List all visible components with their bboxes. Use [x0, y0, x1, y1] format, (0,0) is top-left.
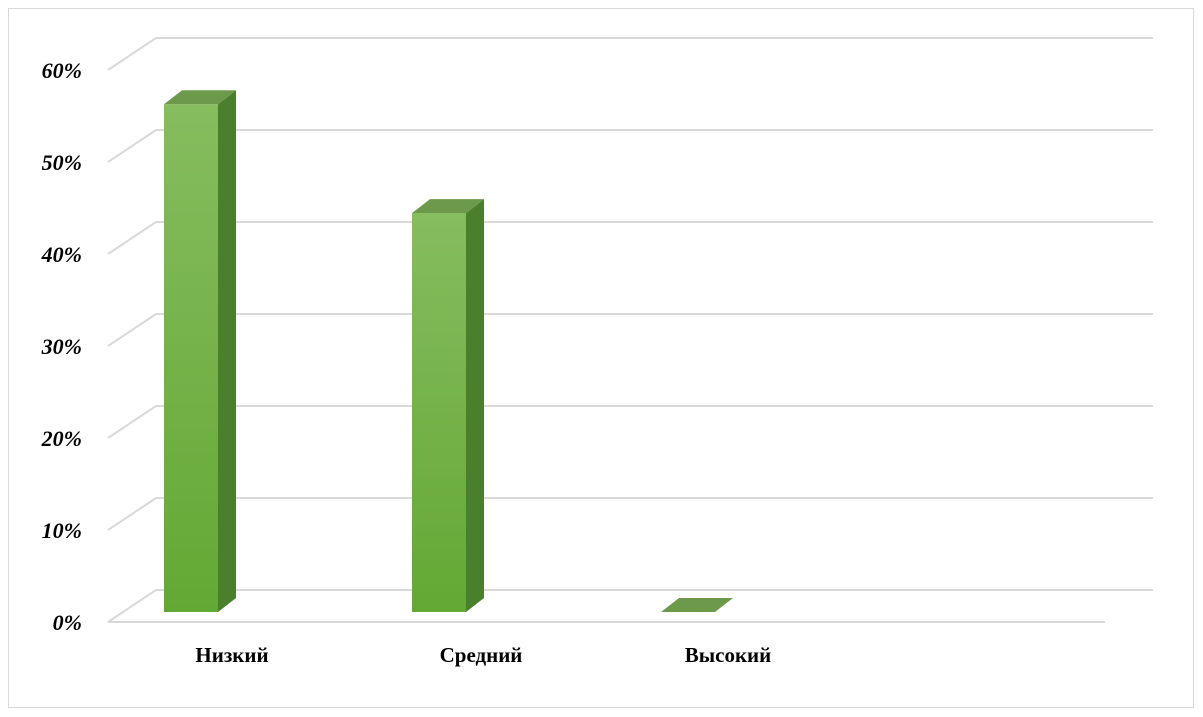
- x-category-label: Высокий: [685, 643, 772, 667]
- y-tick-label: 0%: [53, 610, 82, 635]
- y-tick-label: 30%: [41, 334, 82, 359]
- y-axis-tick-labels: 0% 10% 20% 30% 40% 50% 60%: [41, 58, 82, 635]
- x-category-label: Низкий: [195, 643, 268, 667]
- x-category-label: Средний: [440, 643, 523, 667]
- gridline: [107, 129, 1153, 163]
- gridline: [107, 313, 1153, 347]
- gridline: [107, 497, 1153, 531]
- bar: [164, 90, 236, 613]
- y-tick-label: 40%: [41, 242, 82, 267]
- gridline: [107, 589, 1153, 623]
- bar: [661, 598, 733, 612]
- gridline: [107, 221, 1153, 255]
- x-axis-category-labels: Низкий Средний Высокий: [195, 643, 771, 667]
- y-tick-label: 20%: [41, 426, 82, 451]
- y-tick-label: 60%: [42, 58, 82, 83]
- gridline: [107, 37, 1153, 71]
- y-tick-label: 50%: [42, 150, 82, 175]
- bar: [412, 199, 484, 613]
- gridlines: [107, 37, 1153, 623]
- gridline: [107, 405, 1153, 439]
- bars: [164, 90, 733, 613]
- y-tick-label: 10%: [42, 518, 82, 543]
